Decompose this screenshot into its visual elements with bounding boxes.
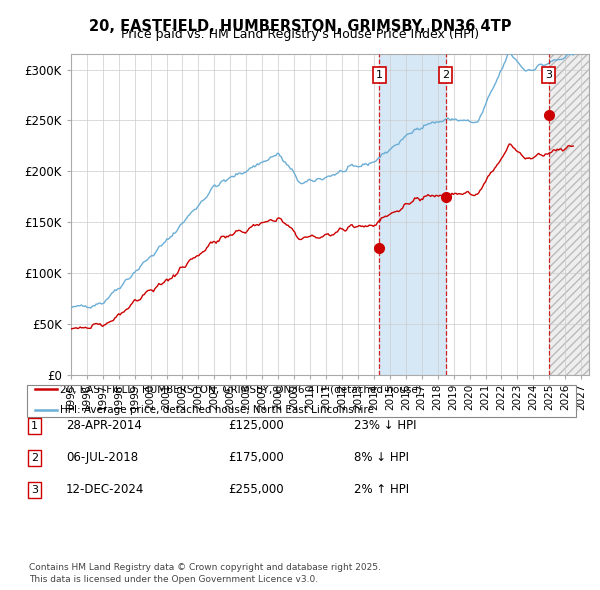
Text: 12-DEC-2024: 12-DEC-2024 xyxy=(66,483,145,496)
Text: £175,000: £175,000 xyxy=(228,451,284,464)
Text: 3: 3 xyxy=(545,70,552,80)
Text: 3: 3 xyxy=(31,485,38,494)
Text: 28-APR-2014: 28-APR-2014 xyxy=(66,419,142,432)
Bar xyxy=(548,54,589,375)
Text: Price paid vs. HM Land Registry's House Price Index (HPI): Price paid vs. HM Land Registry's House … xyxy=(121,28,479,41)
Text: Contains HM Land Registry data © Crown copyright and database right 2025.
This d: Contains HM Land Registry data © Crown c… xyxy=(29,563,380,584)
Text: 20, EASTFIELD, HUMBERSTON, GRIMSBY, DN36 4TP (detached house): 20, EASTFIELD, HUMBERSTON, GRIMSBY, DN36… xyxy=(60,384,422,394)
Text: 23% ↓ HPI: 23% ↓ HPI xyxy=(354,419,416,432)
Text: £125,000: £125,000 xyxy=(228,419,284,432)
Text: 8% ↓ HPI: 8% ↓ HPI xyxy=(354,451,409,464)
Text: 1: 1 xyxy=(31,421,38,431)
Text: £255,000: £255,000 xyxy=(228,483,284,496)
Text: HPI: Average price, detached house, North East Lincolnshire: HPI: Average price, detached house, Nort… xyxy=(60,405,374,415)
Text: 2: 2 xyxy=(442,70,449,80)
Text: 20, EASTFIELD, HUMBERSTON, GRIMSBY, DN36 4TP: 20, EASTFIELD, HUMBERSTON, GRIMSBY, DN36… xyxy=(89,19,511,34)
Text: 06-JUL-2018: 06-JUL-2018 xyxy=(66,451,138,464)
Text: 2% ↑ HPI: 2% ↑ HPI xyxy=(354,483,409,496)
Bar xyxy=(548,54,589,375)
Bar xyxy=(548,54,589,375)
Text: 2: 2 xyxy=(31,453,38,463)
Text: 1: 1 xyxy=(376,70,383,80)
Bar xyxy=(379,54,446,375)
